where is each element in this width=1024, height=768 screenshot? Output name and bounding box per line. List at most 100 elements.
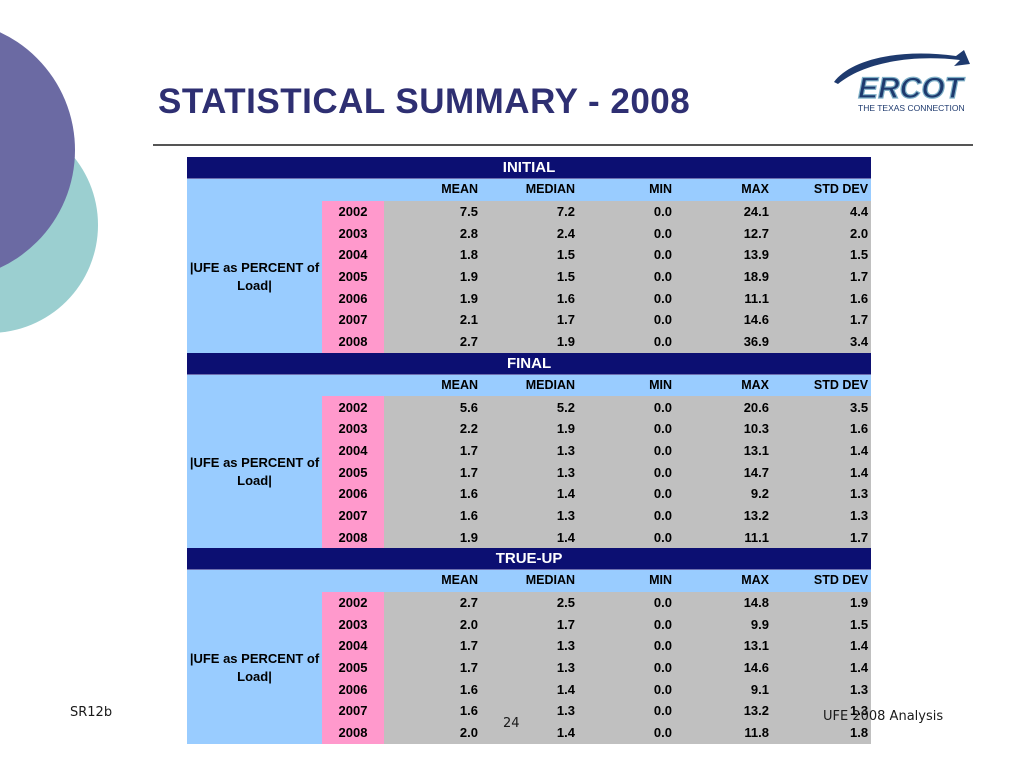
- column-header: MEAN: [384, 178, 481, 201]
- value-cell: 0.0: [578, 222, 675, 245]
- decorative-circles: [0, 32, 98, 333]
- value-cell: 1.4: [481, 482, 578, 505]
- table-row: 2003 2.2 1.9 0.0 10.3 1.6: [187, 417, 872, 440]
- value-cell: 1.3: [481, 439, 578, 462]
- column-header: MAX: [675, 569, 772, 592]
- value-cell: 2.1: [384, 309, 481, 331]
- value-cell: 0.0: [578, 396, 675, 418]
- year-cell: 2007: [322, 700, 384, 722]
- section-header-row: INITIAL: [187, 157, 872, 179]
- value-cell: 0.0: [578, 613, 675, 636]
- column-header: MEDIAN: [481, 374, 578, 397]
- value-cell: 1.4: [481, 721, 578, 744]
- year-cell: 2006: [322, 287, 384, 310]
- year-cell: 2008: [322, 721, 384, 744]
- value-cell: 1.4: [481, 526, 578, 548]
- column-header: MAX: [675, 374, 772, 397]
- page-number: 24: [503, 716, 520, 731]
- value-cell: 1.9: [384, 526, 481, 548]
- column-header: STD DEV: [772, 569, 872, 592]
- table-row: |UFE as PERCENT of Load| 2002 5.6 5.2 0.0 20.…: [187, 396, 872, 548]
- table-row: 2005 1.9 1.5 0.0 18.9 1.7: [187, 265, 872, 288]
- year-cell: 2004: [322, 635, 384, 657]
- value-cell: 0.0: [578, 244, 675, 266]
- value-cell: 0.0: [578, 309, 675, 331]
- column-header: MEDIAN: [481, 178, 578, 201]
- value-cell: 2.7: [384, 591, 481, 614]
- column-header-row: MEAN MEDIAN MIN MAX STD DEV: [187, 374, 872, 397]
- column-header-row: MEAN MEDIAN MIN MAX STD DEV: [187, 569, 872, 592]
- header-blank-cell: [187, 178, 322, 201]
- year-cell: 2004: [322, 439, 384, 462]
- column-header: MIN: [578, 178, 675, 201]
- value-cell: 0.0: [578, 265, 675, 288]
- value-cell: 1.6: [384, 678, 481, 701]
- table-row: 2006 1.6 1.4 0.0 9.2 1.3: [187, 482, 872, 505]
- column-header-row: MEAN MEDIAN MIN MAX STD DEV: [187, 178, 872, 201]
- value-cell: 1.3: [481, 700, 578, 722]
- column-header: MEAN: [384, 374, 481, 397]
- table-row: |UFE as PERCENT of Load| 2002 7.5 7.2 0.0 24.…: [187, 200, 872, 353]
- year-cell: 2006: [322, 482, 384, 505]
- value-cell: 1.4: [481, 678, 578, 701]
- value-cell: 9.1: [675, 678, 772, 701]
- year-cell: 2007: [322, 504, 384, 527]
- value-cell: 1.4: [772, 635, 872, 657]
- column-header: STD DEV: [772, 178, 872, 201]
- year-cell: 2005: [322, 656, 384, 679]
- value-cell: 1.3: [481, 461, 578, 483]
- year-cell: 2003: [322, 222, 384, 245]
- logo-wordmark: ERCOT: [858, 72, 966, 105]
- year-cell: 2002: [322, 591, 384, 614]
- value-cell: 7.5: [384, 200, 481, 223]
- section-title: TRUE-UP: [187, 548, 872, 570]
- value-cell: 14.6: [675, 656, 772, 679]
- value-cell: 2.7: [384, 330, 481, 353]
- year-cell: 2004: [322, 244, 384, 266]
- table-row: 2004 1.8 1.5 0.0 13.9 1.5: [187, 244, 872, 266]
- value-cell: 0.0: [578, 656, 675, 679]
- value-cell: 1.3: [481, 504, 578, 527]
- value-cell: 14.7: [675, 461, 772, 483]
- table-row: 2007 1.6 1.3 0.0 13.2 1.3: [187, 504, 872, 527]
- table-row: 2007 1.6 1.3 0.0 13.2 1.3: [187, 700, 872, 722]
- value-cell: 3.5: [772, 396, 872, 418]
- value-cell: 1.7: [481, 613, 578, 636]
- table-row: 2006 1.9 1.6 0.0 11.1 1.6: [187, 287, 872, 310]
- table-row: 2008 2.0 1.4 0.0 11.8 1.8: [187, 721, 872, 744]
- value-cell: 1.3: [772, 482, 872, 505]
- value-cell: 0.0: [578, 504, 675, 527]
- value-cell: 2.4: [481, 222, 578, 245]
- value-cell: 1.6: [772, 287, 872, 310]
- row-group-label: |UFE as PERCENT of Load|: [187, 396, 322, 548]
- row-group-label: |UFE as PERCENT of Load|: [187, 591, 322, 744]
- row-group-label: |UFE as PERCENT of Load|: [187, 200, 322, 353]
- value-cell: 1.7: [384, 439, 481, 462]
- section-title: FINAL: [187, 352, 872, 375]
- value-cell: 2.5: [481, 591, 578, 614]
- column-header: MAX: [675, 178, 772, 201]
- table-row: 2007 2.1 1.7 0.0 14.6 1.7: [187, 309, 872, 331]
- table-row: 2008 2.7 1.9 0.0 36.9 3.4: [187, 330, 872, 353]
- value-cell: 5.2: [481, 396, 578, 418]
- table-row: |UFE as PERCENT of Load| 2002 2.7 2.5 0.0 14.…: [187, 591, 872, 744]
- value-cell: 0.0: [578, 721, 675, 744]
- value-cell: 1.5: [772, 244, 872, 266]
- value-cell: 2.0: [384, 721, 481, 744]
- year-cell: 2002: [322, 396, 384, 418]
- header-blank-cell: [187, 569, 322, 592]
- section-header-row: TRUE-UP: [187, 548, 872, 570]
- value-cell: 24.1: [675, 200, 772, 223]
- value-cell: 11.8: [675, 721, 772, 744]
- year-cell: 2008: [322, 330, 384, 353]
- value-cell: 0.0: [578, 287, 675, 310]
- value-cell: 1.5: [481, 265, 578, 288]
- purple-circle: [0, 32, 75, 268]
- value-cell: 0.0: [578, 678, 675, 701]
- header-blank-cell: [187, 374, 322, 397]
- value-cell: 18.9: [675, 265, 772, 288]
- value-cell: 1.3: [772, 504, 872, 527]
- value-cell: 13.1: [675, 635, 772, 657]
- value-cell: 11.1: [675, 526, 772, 548]
- value-cell: 1.6: [384, 504, 481, 527]
